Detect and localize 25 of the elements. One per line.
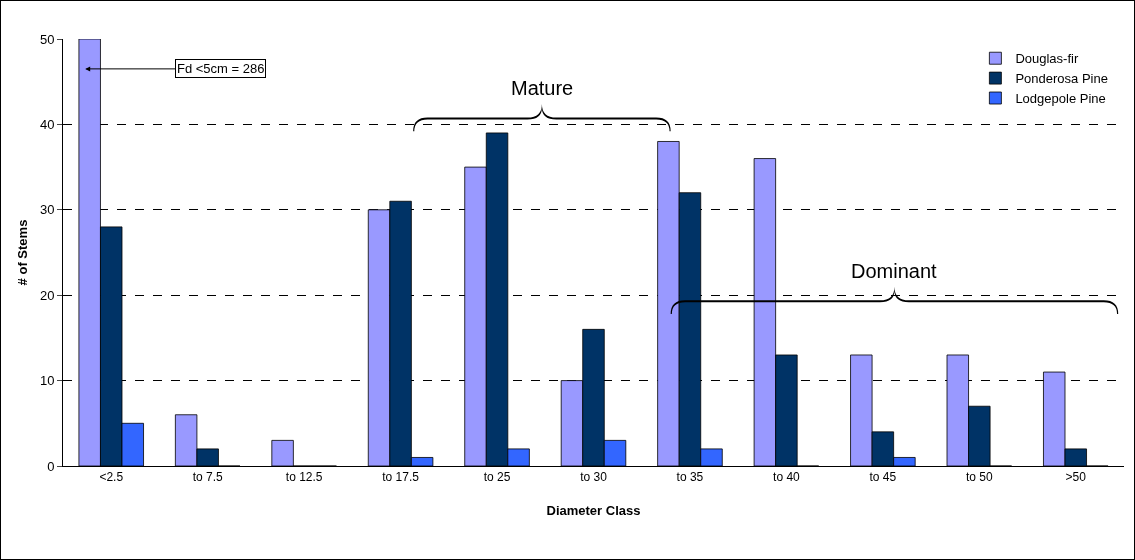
annotation: Fd <5cm = 286 [177, 61, 265, 76]
x-tick-label: to 30 [580, 470, 608, 485]
x-tick-label: to 50 [965, 470, 993, 485]
legend-label: Lodgepole Pine [1015, 91, 1106, 107]
y-tick-label: 30 [39, 202, 55, 218]
y-tick-label: 20 [39, 287, 55, 303]
x-tick-label: >50 [1065, 470, 1087, 485]
x-axis-title: Diameter Class [546, 503, 641, 518]
legend-label: Ponderosa Pine [1015, 71, 1108, 87]
x-tick-label: to 25 [483, 470, 511, 485]
annotation: Mature [511, 77, 574, 99]
x-tick-label: to 40 [773, 470, 801, 485]
y-tick-label: 50 [39, 31, 55, 47]
x-tick-label: to 7.5 [192, 470, 224, 485]
x-tick-label: to 12.5 [285, 470, 323, 485]
annotation: Dominant [851, 260, 938, 282]
legend-label: Douglas-fir [1015, 51, 1079, 67]
x-tick-label: <2.5 [99, 470, 124, 485]
y-axis-title: # of Stems [15, 219, 30, 286]
y-tick-label: 0 [47, 458, 55, 474]
x-tick-label: to 45 [869, 470, 897, 485]
x-tick-label: to 35 [676, 470, 704, 485]
y-tick-label: 40 [39, 116, 55, 132]
y-tick-label: 10 [39, 373, 55, 389]
x-tick-label: to 17.5 [382, 470, 420, 485]
